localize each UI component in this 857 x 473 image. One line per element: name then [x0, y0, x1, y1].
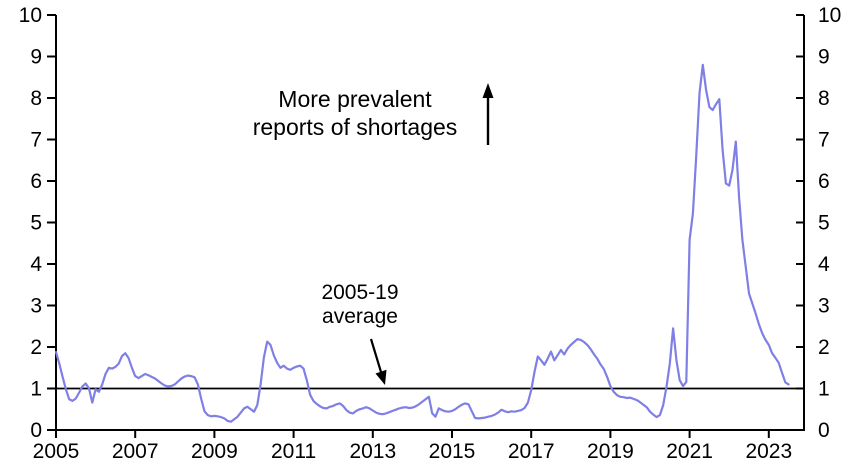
y-tick-label-left: 1 — [30, 378, 42, 401]
shortages-line — [54, 63, 790, 423]
x-tick-label: 2013 — [349, 440, 396, 463]
average-annotation: 2005-19 average — [280, 281, 440, 329]
average-arrow-head-icon — [375, 369, 387, 385]
y-tick-label-right: 1 — [818, 378, 830, 401]
shortages-annotation-line2: reports of shortages — [252, 114, 458, 140]
x-tick-label: 2015 — [429, 440, 476, 463]
y-tick-label-left: 4 — [30, 253, 42, 276]
y-tick-label-left: 9 — [30, 46, 42, 69]
y-tick-label-right: 7 — [818, 129, 830, 152]
y-tick-label-right: 9 — [818, 46, 830, 69]
x-tick-label: 2021 — [666, 440, 713, 463]
x-tick-label: 2005 — [33, 440, 80, 463]
y-tick-label-right: 4 — [818, 253, 830, 276]
y-tick-label-right: 2 — [818, 336, 830, 359]
y-tick-label-right: 5 — [818, 212, 830, 235]
average-annotation-line1: 2005-19 — [321, 281, 399, 304]
y-tick-label-left: 5 — [30, 212, 42, 235]
y-tick-label-left: 3 — [30, 295, 42, 318]
y-tick-label-left: 8 — [30, 87, 42, 110]
up-arrow-head-icon — [482, 83, 494, 98]
x-tick-label: 2009 — [191, 440, 238, 463]
shortages-annotation-line1: More prevalent — [278, 86, 432, 112]
shortages-annotation: More prevalent reports of shortages — [230, 85, 480, 141]
y-tick-label-right: 8 — [818, 87, 830, 110]
x-tick-label: 2017 — [508, 440, 555, 463]
average-arrow-icon — [369, 338, 383, 373]
y-tick-label-left: 6 — [30, 170, 42, 193]
y-tick-label-right: 3 — [818, 295, 830, 318]
y-tick-label-left: 2 — [30, 336, 42, 359]
x-tick-label: 2023 — [745, 440, 792, 463]
x-tick-label: 2019 — [587, 440, 634, 463]
average-annotation-line2: average — [322, 305, 398, 328]
y-tick-label-right: 10 — [818, 4, 841, 27]
y-tick-label-left: 7 — [30, 129, 42, 152]
y-tick-label-right: 0 — [818, 419, 830, 442]
y-tick-label-left: 0 — [30, 419, 42, 442]
x-tick-label: 2007 — [112, 440, 159, 463]
y-tick-label-left: 10 — [19, 4, 42, 27]
y-tick-label-right: 6 — [818, 170, 830, 193]
x-tick-label: 2011 — [271, 440, 316, 463]
